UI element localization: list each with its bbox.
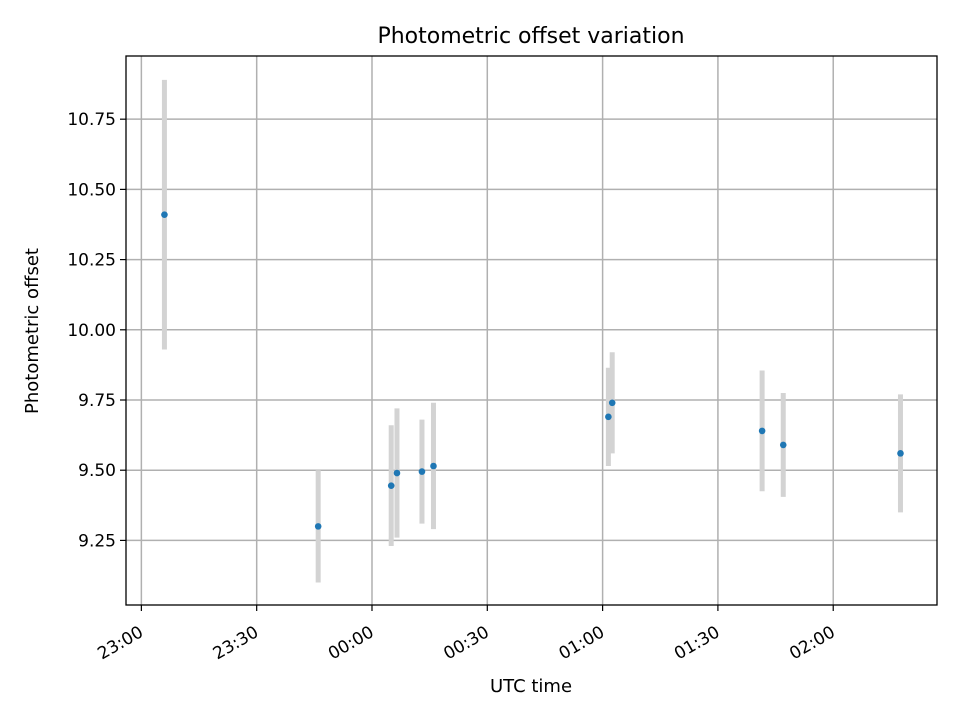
y-axis-label: Photometric offset	[22, 248, 43, 414]
data-point	[897, 450, 904, 457]
x-axis-ticks: 23:00 23:30 00:00 00:30 01:00 01:30 02:00	[94, 605, 839, 664]
data-point	[758, 427, 766, 435]
y-tick-label: 9.25	[78, 531, 116, 551]
data-point	[393, 469, 401, 477]
data-points	[161, 211, 904, 530]
data-point	[779, 441, 787, 449]
x-tick-label: 23:00	[94, 622, 146, 664]
x-tick-label: 01:00	[556, 622, 608, 664]
data-point	[430, 462, 437, 470]
y-tick-label: 10.00	[67, 321, 116, 341]
x-tick-label: 00:30	[440, 622, 492, 664]
chart-title: Photometric offset variation	[377, 24, 684, 49]
y-tick-label: 9.75	[78, 391, 116, 411]
data-point	[387, 482, 395, 489]
x-tick-label: 01:30	[671, 622, 723, 664]
y-axis-ticks: 9.25 9.50 9.75 10.00 10.25 10.50 10.75	[67, 110, 126, 551]
x-tick-label: 00:00	[325, 622, 377, 664]
data-point	[418, 468, 426, 475]
y-tick-label: 9.50	[78, 461, 116, 481]
x-tick-label: 02:00	[786, 622, 838, 664]
y-tick-label: 10.50	[67, 180, 116, 200]
y-tick-label: 10.25	[67, 251, 116, 271]
data-point	[161, 211, 168, 218]
grid-lines	[126, 56, 937, 605]
plot-frame	[125, 55, 938, 606]
x-tick-label: 23:30	[210, 622, 262, 664]
error-bars	[161, 79, 903, 583]
data-point	[605, 413, 612, 421]
data-point	[314, 523, 322, 530]
data-point	[608, 399, 616, 407]
y-tick-label: 10.75	[67, 110, 116, 130]
x-axis-label: UTC time	[490, 676, 572, 697]
